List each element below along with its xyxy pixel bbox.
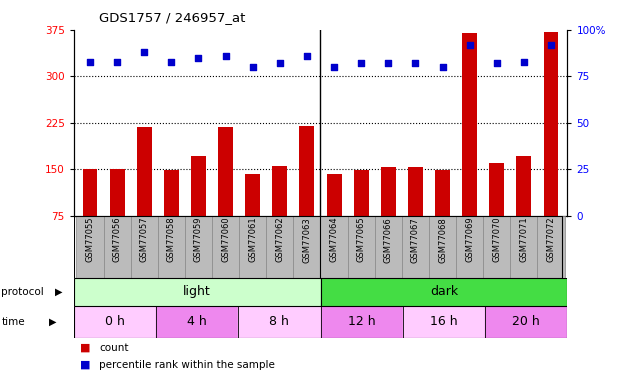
- Bar: [456, 216, 483, 278]
- Bar: [381, 167, 395, 216]
- Text: GSM77056: GSM77056: [113, 217, 122, 262]
- Bar: [462, 33, 477, 216]
- Text: GSM77063: GSM77063: [303, 217, 312, 262]
- Bar: [375, 216, 402, 278]
- Text: GSM77064: GSM77064: [329, 217, 338, 262]
- Bar: [483, 216, 510, 278]
- Point: [247, 64, 258, 70]
- Bar: [164, 171, 179, 216]
- Bar: [402, 216, 429, 278]
- Bar: [246, 174, 260, 216]
- Point: [546, 42, 556, 48]
- Point: [329, 64, 339, 70]
- Bar: [239, 216, 266, 278]
- Bar: [156, 306, 238, 338]
- Bar: [408, 167, 423, 216]
- Text: GSM77057: GSM77057: [140, 217, 149, 262]
- Bar: [347, 216, 375, 278]
- Text: GSM77068: GSM77068: [438, 217, 447, 262]
- Bar: [74, 278, 320, 306]
- Text: GSM77061: GSM77061: [248, 217, 257, 262]
- Point: [437, 64, 447, 70]
- Text: 20 h: 20 h: [512, 315, 540, 328]
- Bar: [76, 216, 104, 278]
- Bar: [489, 163, 504, 216]
- Point: [410, 60, 420, 66]
- Bar: [327, 174, 342, 216]
- Point: [194, 55, 204, 61]
- Bar: [510, 216, 537, 278]
- Text: GSM77071: GSM77071: [519, 217, 528, 262]
- Bar: [320, 306, 403, 338]
- Text: GSM77065: GSM77065: [356, 217, 365, 262]
- Point: [383, 60, 394, 66]
- Text: time: time: [1, 316, 25, 327]
- Bar: [403, 306, 485, 338]
- Text: GSM77072: GSM77072: [547, 217, 556, 262]
- Bar: [272, 166, 287, 216]
- Bar: [485, 306, 567, 338]
- Text: GDS1757 / 246957_at: GDS1757 / 246957_at: [99, 11, 246, 24]
- Point: [519, 58, 529, 64]
- Bar: [537, 216, 565, 278]
- Text: 12 h: 12 h: [348, 315, 376, 328]
- Point: [112, 58, 122, 64]
- Point: [356, 60, 366, 66]
- Text: GSM77067: GSM77067: [411, 217, 420, 262]
- Point: [465, 42, 475, 48]
- Text: GSM77058: GSM77058: [167, 217, 176, 262]
- Text: protocol: protocol: [1, 286, 44, 297]
- Point: [492, 60, 502, 66]
- Bar: [320, 278, 567, 306]
- Bar: [320, 216, 347, 278]
- Text: percentile rank within the sample: percentile rank within the sample: [99, 360, 275, 369]
- Bar: [238, 306, 320, 338]
- Bar: [131, 216, 158, 278]
- Point: [166, 58, 176, 64]
- Bar: [299, 126, 314, 216]
- Text: 16 h: 16 h: [430, 315, 458, 328]
- Bar: [294, 216, 320, 278]
- Text: 8 h: 8 h: [269, 315, 289, 328]
- Bar: [429, 216, 456, 278]
- Text: GSM77066: GSM77066: [384, 217, 393, 262]
- Point: [302, 53, 312, 59]
- Text: ■: ■: [80, 360, 90, 369]
- Bar: [74, 306, 156, 338]
- Text: ▶: ▶: [49, 316, 57, 327]
- Text: dark: dark: [430, 285, 458, 298]
- Bar: [544, 32, 558, 216]
- Bar: [158, 216, 185, 278]
- Bar: [83, 169, 97, 216]
- Bar: [185, 216, 212, 278]
- Text: GSM77055: GSM77055: [85, 217, 94, 262]
- Bar: [110, 169, 124, 216]
- Point: [275, 60, 285, 66]
- Bar: [191, 156, 206, 216]
- Text: GSM77059: GSM77059: [194, 217, 203, 262]
- Bar: [266, 216, 294, 278]
- Bar: [212, 216, 239, 278]
- Text: GSM77070: GSM77070: [492, 217, 501, 262]
- Bar: [104, 216, 131, 278]
- Text: GSM77069: GSM77069: [465, 217, 474, 262]
- Text: ▶: ▶: [55, 286, 63, 297]
- Point: [85, 58, 95, 64]
- Text: GSM77060: GSM77060: [221, 217, 230, 262]
- Bar: [354, 171, 369, 216]
- Bar: [218, 127, 233, 216]
- Point: [139, 49, 149, 55]
- Text: 4 h: 4 h: [187, 315, 207, 328]
- Text: light: light: [183, 285, 211, 298]
- Bar: [137, 127, 152, 216]
- Bar: [435, 171, 450, 216]
- Point: [221, 53, 231, 59]
- Text: GSM77062: GSM77062: [276, 217, 285, 262]
- Bar: [517, 156, 531, 216]
- Text: count: count: [99, 343, 129, 353]
- Text: 0 h: 0 h: [105, 315, 125, 328]
- Text: ■: ■: [80, 343, 90, 353]
